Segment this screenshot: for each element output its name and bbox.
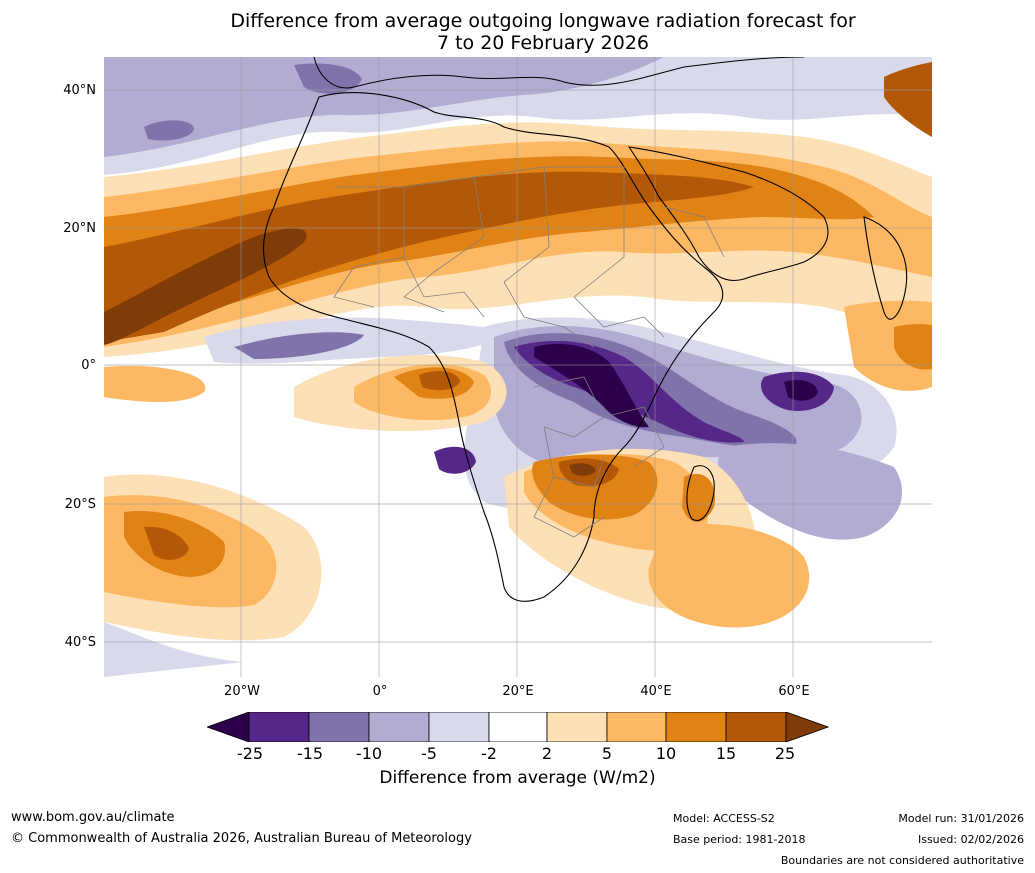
colorbar-bin-3 — [368, 712, 430, 742]
colorbar-bin-1 — [248, 712, 310, 742]
colorbar-title: Difference from average (W/m2) — [379, 768, 656, 788]
colorbar-tick-m10: -10 — [355, 744, 383, 763]
india-coastline — [863, 216, 908, 320]
colorbar-tick-m5: -5 — [421, 744, 437, 763]
colorbar-bin-8 — [665, 712, 727, 742]
title-line-1: Difference from average outgoing longwav… — [230, 10, 856, 32]
region-north-atlantic-low2 — [104, 57, 664, 157]
lat-label-40s: 40°S — [64, 635, 96, 650]
gridlines — [104, 57, 932, 677]
lat-label-20n: 20°N — [63, 221, 96, 236]
lon-label-60e: 60°E — [778, 684, 810, 699]
colorbar-bin-5 — [488, 712, 548, 742]
colorbar-tick-m25: -25 — [236, 744, 264, 763]
region-east-pos2 — [894, 324, 932, 370]
region-sahara-pos5 — [104, 228, 307, 345]
region-se-indian-pos1 — [648, 523, 810, 628]
lat-label-0: 0° — [81, 358, 96, 373]
region-indian-ocean-neg2 — [784, 380, 818, 401]
lon-label-40e: 40°E — [640, 684, 672, 699]
lat-label-20s: 20°S — [64, 497, 96, 512]
footer-base-period: Base period: 1981-2018 — [673, 833, 806, 846]
footer-disclaimer: Boundaries are not considered authoritat… — [780, 854, 1024, 867]
colorbar-tick-25: 25 — [774, 744, 796, 763]
africa-coastline — [263, 92, 724, 602]
colorbar-tick-10: 10 — [655, 744, 677, 763]
colorbar-bin-4 — [428, 712, 490, 742]
colorbar-tick-5: 5 — [601, 744, 613, 763]
colorbar-above-extend — [785, 712, 829, 742]
region-eq-atlantic-pos5 — [419, 371, 460, 391]
madagascar-coastline — [686, 465, 715, 521]
colorbar-bin-6 — [546, 712, 608, 742]
region-ne-corner-pos — [884, 62, 932, 137]
region-eq-atlantic-pos1 — [104, 365, 206, 402]
footer-copyright: © Commonwealth of Australia 2026, Austra… — [11, 831, 472, 846]
colorbar-tick-m15: -15 — [296, 744, 324, 763]
colorbar-bin-7 — [606, 712, 667, 742]
lon-label-0: 0° — [372, 684, 388, 699]
footer-website[interactable]: www.bom.gov.au/climate — [11, 810, 175, 825]
region-s-atlantic-pos4 — [144, 526, 189, 560]
region-southern-africa-pos5 — [569, 463, 596, 476]
footer-issued: Issued: 02/02/2026 — [917, 833, 1024, 846]
europe-coastline — [313, 57, 805, 89]
chart-title: Difference from average outgoing longwav… — [0, 10, 1035, 54]
colorbar — [207, 712, 829, 742]
region-sahara-pos4 — [104, 171, 754, 342]
region-madagascar-pos — [682, 473, 715, 522]
country-boundaries — [333, 166, 725, 538]
colorbar-below-extend — [207, 712, 250, 742]
colorbar-tick-m2: -2 — [481, 744, 497, 763]
footer-model-run: Model run: 31/01/2026 — [898, 812, 1024, 825]
title-line-2: 7 to 20 February 2026 — [436, 32, 650, 54]
map-svg — [104, 57, 932, 677]
olr-anomaly-map — [104, 57, 932, 677]
lon-label-20w: 20°W — [224, 684, 260, 699]
colorbar-tick-15: 15 — [715, 744, 737, 763]
lat-label-40n: 40°N — [63, 83, 96, 98]
region-north-low3 — [144, 120, 194, 141]
region-sahara-pos3 — [104, 156, 874, 337]
colorbar-tick-2: 2 — [541, 744, 553, 763]
region-s-indian-neg — [718, 443, 903, 540]
region-southern-neg — [104, 622, 244, 677]
footer-model: Model: ACCESS-S2 — [673, 812, 775, 825]
region-gulf-guinea-neg2 — [234, 332, 364, 359]
lon-label-20e: 20°E — [502, 684, 534, 699]
colorbar-bin-2 — [308, 712, 370, 742]
region-east-pos — [844, 300, 932, 391]
colorbar-bin-9 — [725, 712, 787, 742]
region-north-low4 — [294, 63, 362, 94]
